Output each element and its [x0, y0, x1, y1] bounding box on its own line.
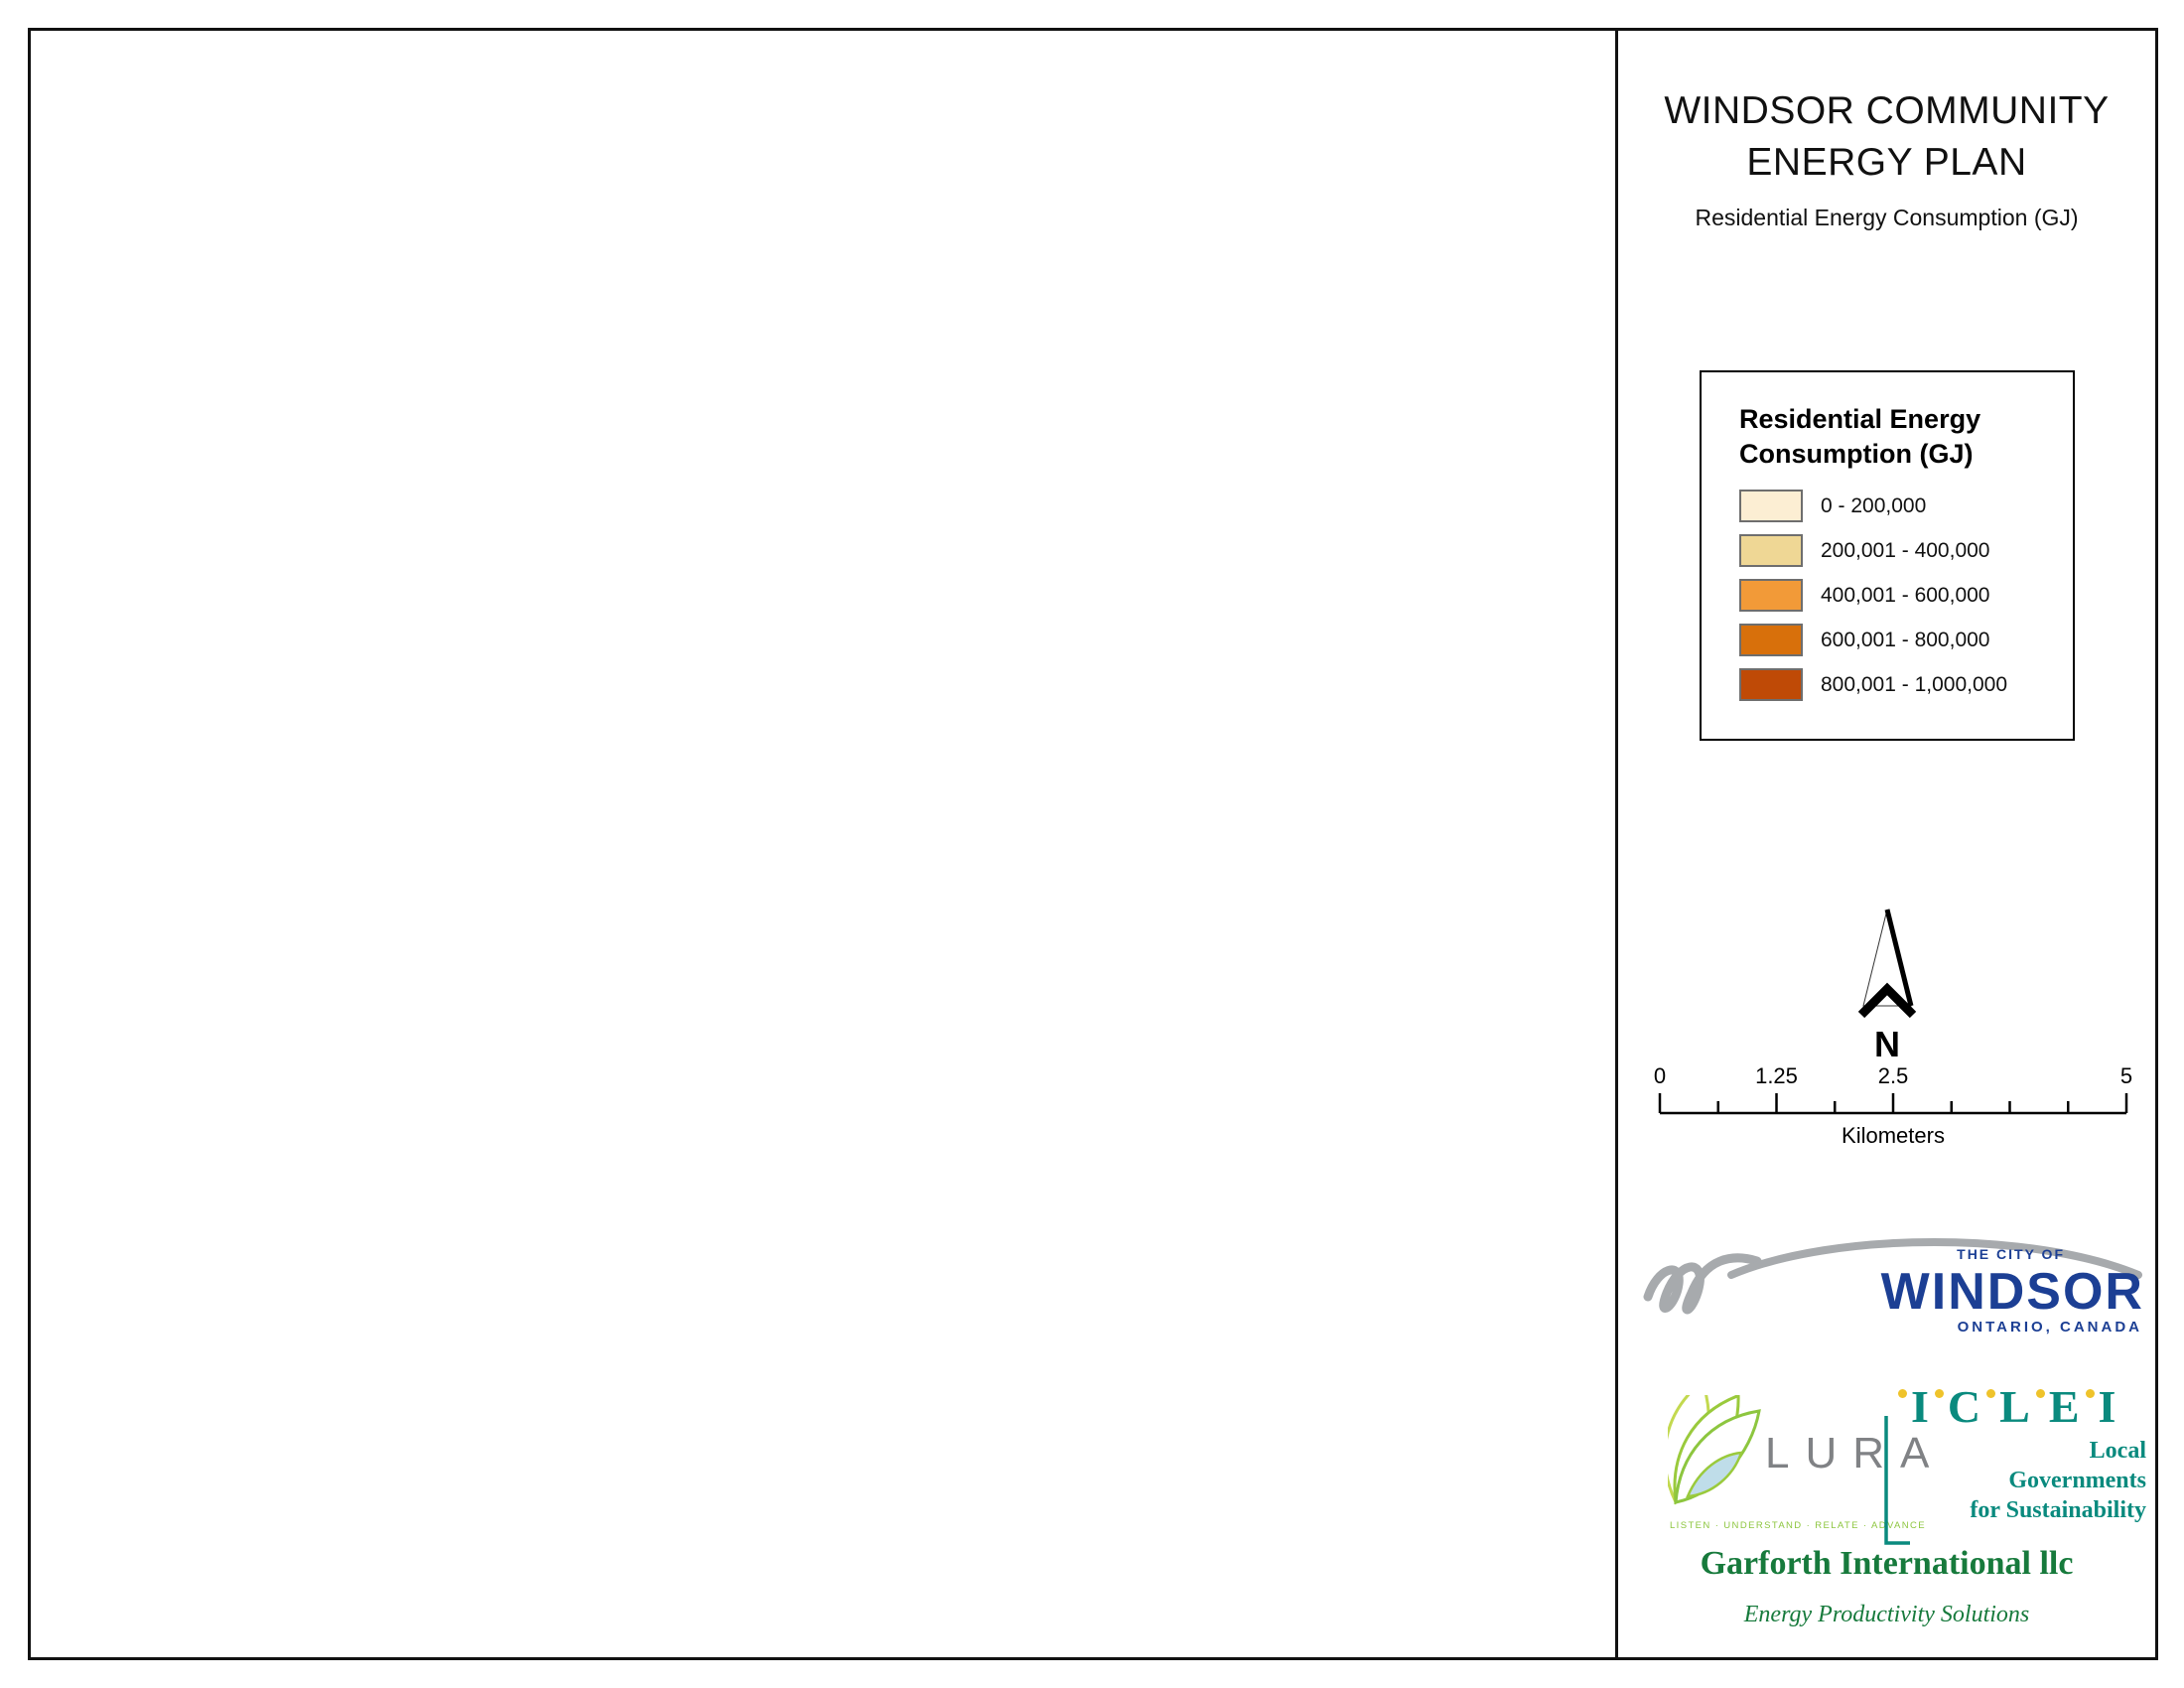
page-title: WINDSOR COMMUNITY ENERGY PLAN — [1618, 85, 2155, 189]
legend-label: 0 - 200,000 — [1821, 493, 1927, 517]
legend-swatch-600k-800k — [1739, 624, 1803, 656]
iclei-letter: L — [1999, 1381, 2032, 1432]
iclei-letter: I — [1911, 1381, 1931, 1432]
iclei-letter: I — [2098, 1381, 2118, 1432]
iclei-letter: C — [1947, 1381, 1983, 1432]
windsor-wordmark: WINDSOR — [1881, 1263, 2144, 1321]
legend-title-line1: Residential Energy — [1739, 404, 1981, 434]
legend-swatch-200k-400k — [1739, 534, 1803, 567]
map-frame-border — [28, 28, 2158, 1660]
legend-row: 800,001 - 1,000,000 — [1739, 662, 2063, 707]
iclei-line-local: Local — [2089, 1438, 2146, 1464]
iclei-dot-icon — [2035, 1389, 2045, 1398]
scale-label-2-5: 2.5 — [1878, 1063, 1909, 1088]
garforth-wordmark: Garforth International llc — [1700, 1545, 2074, 1582]
iclei-letter: E — [2048, 1381, 2082, 1432]
iclei-dot-icon — [1898, 1389, 1907, 1398]
legend-label: 400,001 - 600,000 — [1821, 583, 1990, 607]
panel-divider — [1615, 28, 1618, 1660]
scale-label-1-25: 1.25 — [1755, 1063, 1798, 1088]
lura-tagline: LISTEN · UNDERSTAND · RELATE · ADVANCE — [1670, 1520, 1927, 1531]
north-label: N — [1874, 1024, 1900, 1064]
windsor-pre-text: THE CITY OF — [1957, 1246, 2065, 1262]
scale-unit-label: Kilometers — [1842, 1123, 1945, 1148]
title-line2: ENERGY PLAN — [1746, 141, 2027, 184]
iclei-line-sustainability: for Sustainability — [1970, 1497, 2146, 1523]
legend-label: 600,001 - 800,000 — [1821, 628, 1990, 651]
legend-box: Residential Energy Consumption (GJ) 0 - … — [1700, 370, 2075, 741]
lura-leaves-icon — [1663, 1378, 1761, 1505]
title-line1: WINDSOR COMMUNITY — [1664, 89, 2110, 132]
legend-row: 400,001 - 600,000 — [1739, 573, 2063, 618]
city-of-windsor-logo: THE CITY OF WINDSOR ONTARIO, CANADA — [1643, 1238, 2144, 1336]
iclei-tagline: Local Governments for Sustainability — [1970, 1436, 2146, 1525]
iclei-bracket-icon — [1884, 1416, 1910, 1545]
north-arrow-icon: N — [1857, 909, 1917, 1064]
lura-wordmark: LURA — [1765, 1429, 1946, 1477]
iclei-dot-icon — [2085, 1389, 2095, 1398]
iclei-dot-icon — [1986, 1389, 1996, 1398]
windsor-sub-text: ONTARIO, CANADA — [1958, 1319, 2142, 1336]
legend-label: 800,001 - 1,000,000 — [1821, 672, 2007, 696]
legend-swatch-800k-1m — [1739, 668, 1803, 701]
scale-label-0: 0 — [1654, 1063, 1666, 1088]
legend-label: 200,001 - 400,000 — [1821, 538, 1990, 562]
legend-row: 0 - 200,000 — [1739, 484, 2063, 528]
legend-swatch-400k-600k — [1739, 579, 1803, 612]
legend-title-line2: Consumption (GJ) — [1739, 439, 1974, 469]
legend-row: 600,001 - 800,000 — [1739, 618, 2063, 662]
legend-row: 200,001 - 400,000 — [1739, 528, 2063, 573]
scale-label-5: 5 — [2120, 1063, 2132, 1088]
lura-logo: LURA LISTEN · UNDERSTAND · RELATE · ADVA… — [1663, 1378, 1929, 1544]
legend-swatch-0-200k — [1739, 490, 1803, 522]
legend-title: Residential Energy Consumption (GJ) — [1739, 402, 1980, 472]
iclei-line-governments: Governments — [2008, 1468, 2146, 1493]
windsor-swoosh-w — [1643, 1253, 1762, 1315]
windsor-swoosh-arc — [1727, 1238, 2142, 1279]
sidebar: WINDSOR COMMUNITY ENERGY PLAN Residentia… — [1618, 28, 2155, 1660]
scale-bar: 0 1.25 2.5 5 Kilometers — [1654, 1063, 2132, 1148]
legend-rows: 0 - 200,000 200,001 - 400,000 400,001 - … — [1739, 484, 2063, 707]
garforth-tagline: Energy Productivity Solutions — [1743, 1602, 2030, 1627]
iclei-dot-icon — [1934, 1389, 1944, 1398]
page-subtitle: Residential Energy Consumption (GJ) — [1695, 205, 2079, 230]
